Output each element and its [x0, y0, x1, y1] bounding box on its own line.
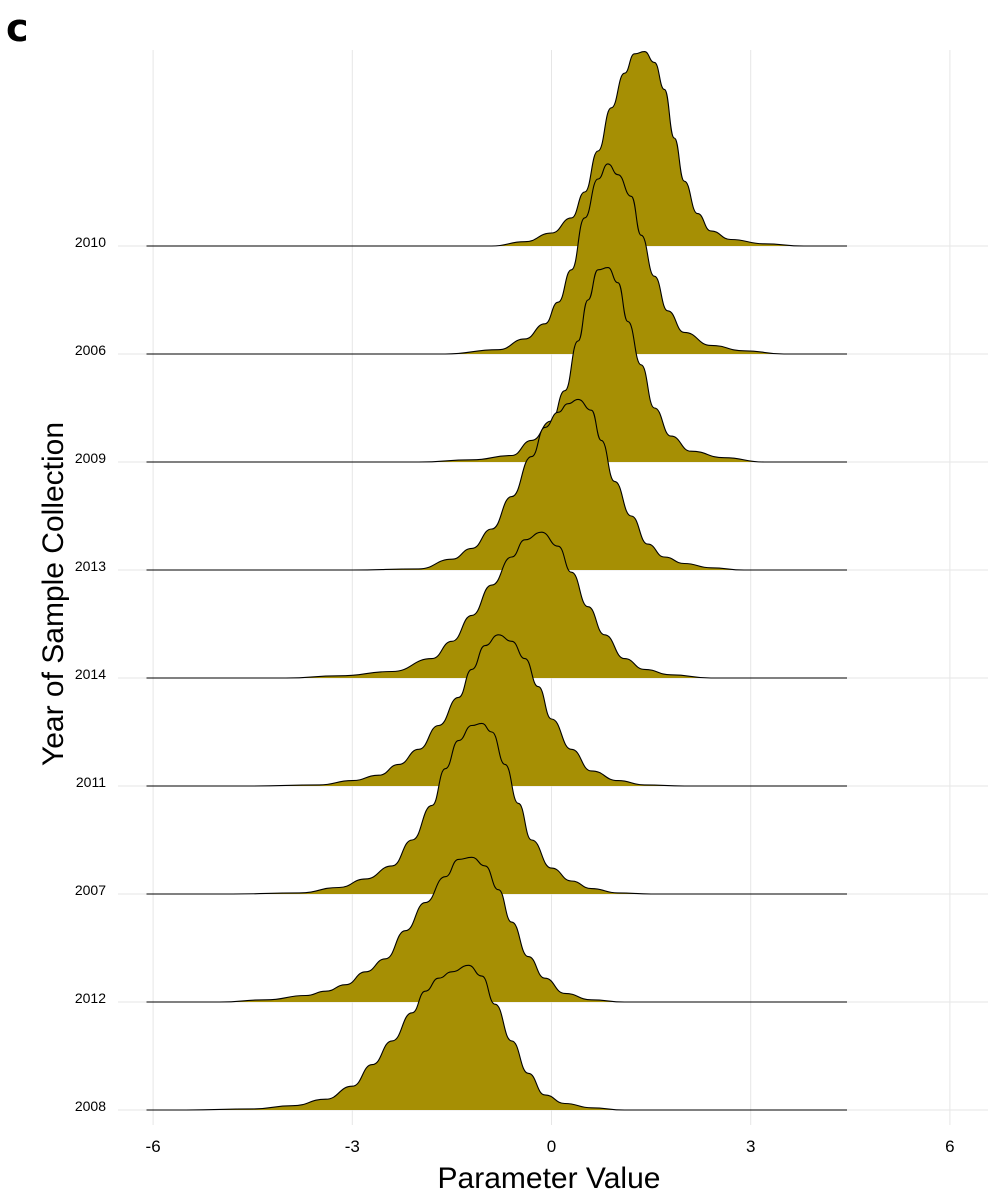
y-tick-label: 2012 [75, 990, 106, 1006]
ridge-outline-2009 [146, 267, 847, 463]
ridge-outline-2012 [146, 856, 847, 1003]
ridge-outline-2007 [146, 722, 847, 895]
ridge-outline-2010 [146, 51, 847, 247]
panel-label: c [6, 6, 29, 50]
ridge-2014 [146, 532, 847, 678]
ridge-2012 [146, 857, 847, 1002]
ridge-2006 [146, 163, 847, 354]
y-tick-label: 2009 [75, 450, 106, 466]
ridge-2009 [146, 267, 847, 462]
y-tick-label: 2011 [76, 774, 106, 790]
y-tick-label: 2013 [75, 558, 106, 574]
ridge-2007 [146, 723, 847, 894]
ridge-2010 [146, 51, 847, 246]
ridge-outline-2014 [146, 531, 847, 679]
y-tick-label: 2006 [75, 342, 106, 358]
y-tick-label: 2010 [75, 234, 106, 250]
x-tick-label: -3 [345, 1137, 360, 1156]
x-tick-label: 0 [547, 1137, 556, 1156]
y-axis-title: Year of Sample Collection [37, 422, 70, 766]
ridge-2008 [146, 965, 847, 1110]
x-tick-label: 6 [945, 1137, 954, 1156]
y-tick-label: 2014 [75, 666, 106, 682]
ridge-2013 [146, 399, 847, 570]
x-tick-labels: -6 -3 0 3 6 [146, 1137, 955, 1156]
ridge-outline-2011 [146, 634, 847, 787]
ridge-2011 [146, 634, 847, 786]
y-tick-label: 2007 [75, 882, 106, 898]
y-tick-label: 2008 [75, 1098, 106, 1114]
x-tick-label: 3 [746, 1137, 755, 1156]
x-axis-title: Parameter Value [438, 1162, 661, 1195]
ridge-outline-2008 [146, 964, 847, 1111]
y-tick-labels: 2010 2006 2009 2013 2014 2011 2007 2012 2008 [75, 234, 106, 1114]
ridge-outline-2013 [146, 398, 847, 571]
ridge-layer [146, 51, 847, 1111]
x-tick-label: -6 [146, 1137, 161, 1156]
ridge-outline-2006 [146, 163, 847, 355]
